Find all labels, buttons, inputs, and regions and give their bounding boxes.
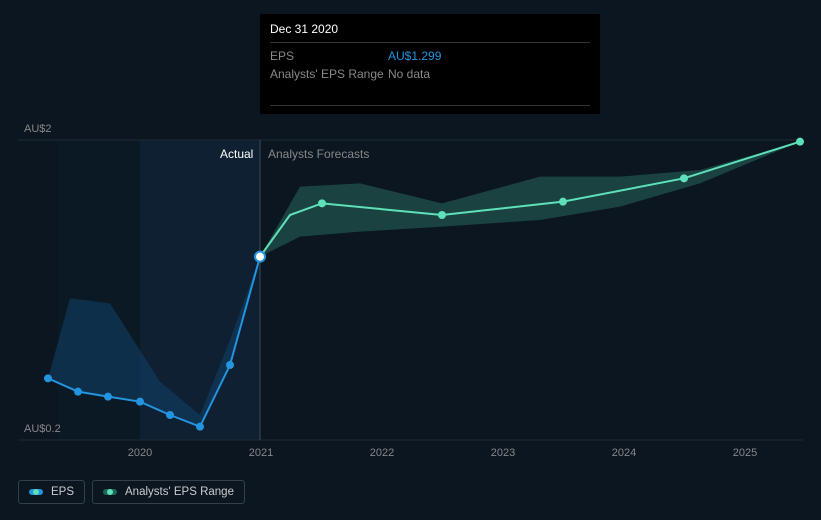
y-axis-label: AU$0.2 bbox=[24, 423, 61, 435]
section-label-actual: Actual bbox=[220, 147, 253, 161]
legend-swatch-icon bbox=[29, 489, 43, 495]
x-axis-label: 2023 bbox=[491, 447, 515, 459]
y-axis-label: AU$2 bbox=[24, 123, 52, 135]
x-axis-label: 2025 bbox=[733, 447, 757, 459]
tooltip-label: Analysts' EPS Range bbox=[270, 67, 388, 81]
tooltip-divider bbox=[270, 105, 590, 106]
legend-label: EPS bbox=[51, 486, 74, 498]
tooltip-date: Dec 31 2020 bbox=[270, 22, 590, 43]
section-label-forecast: Analysts Forecasts bbox=[268, 147, 369, 161]
legend-item-range[interactable]: Analysts' EPS Range bbox=[92, 480, 245, 504]
tooltip-label: EPS bbox=[270, 49, 388, 63]
chart-tooltip: Dec 31 2020 EPS AU$1.299 Analysts' EPS R… bbox=[260, 14, 600, 114]
x-axis-label: 2020 bbox=[128, 447, 152, 459]
x-axis-label: 2021 bbox=[249, 447, 273, 459]
legend-item-eps[interactable]: EPS bbox=[18, 480, 85, 504]
legend-swatch-icon bbox=[103, 489, 117, 495]
tooltip-value: AU$1.299 bbox=[388, 49, 441, 63]
x-axis-label: 2024 bbox=[612, 447, 636, 459]
x-axis-label: 2022 bbox=[370, 447, 394, 459]
legend: EPS Analysts' EPS Range bbox=[18, 480, 245, 504]
tooltip-row: EPS AU$1.299 bbox=[270, 47, 590, 65]
legend-label: Analysts' EPS Range bbox=[125, 486, 234, 498]
tooltip-row: Analysts' EPS Range No data bbox=[270, 65, 590, 83]
tooltip-value: No data bbox=[388, 67, 430, 81]
